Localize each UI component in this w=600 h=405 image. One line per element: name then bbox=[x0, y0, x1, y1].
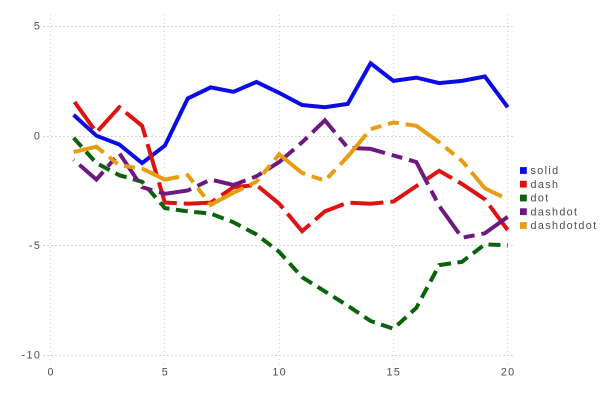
svg-text:5: 5 bbox=[162, 367, 169, 379]
svg-text:-5: -5 bbox=[29, 240, 41, 252]
svg-text:20: 20 bbox=[501, 367, 516, 379]
svg-text:5: 5 bbox=[34, 21, 41, 33]
svg-text:-10: -10 bbox=[22, 350, 42, 362]
svg-text:solid: solid bbox=[531, 165, 560, 177]
svg-text:dot: dot bbox=[531, 193, 550, 205]
svg-text:0: 0 bbox=[34, 130, 41, 142]
svg-text:dash: dash bbox=[531, 179, 560, 191]
svg-text:10: 10 bbox=[272, 367, 287, 379]
svg-text:dashdot: dashdot bbox=[531, 206, 579, 218]
svg-text:15: 15 bbox=[387, 367, 402, 379]
svg-text:dashdotdot: dashdotdot bbox=[531, 220, 598, 232]
svg-text:0: 0 bbox=[48, 367, 55, 379]
